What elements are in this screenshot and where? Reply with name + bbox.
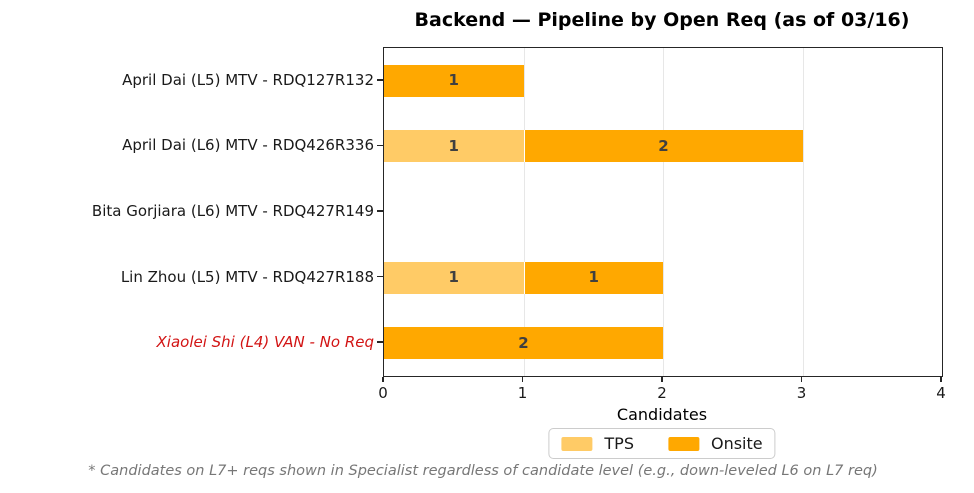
legend-item-tps: TPS [561, 434, 634, 453]
y-axis-label-0: April Dai (L5) MTV - RDQ127R132 [122, 70, 374, 89]
bar-value-label: 1 [588, 268, 599, 287]
y-tick-mark [377, 341, 383, 343]
bar-segment-tps-row-1: 1 [384, 130, 524, 163]
bar-value-label: 2 [658, 136, 669, 155]
y-tick-mark [377, 79, 383, 81]
x-tick-mark [940, 376, 942, 382]
legend-swatch-onsite [667, 436, 699, 451]
bar-segment-onsite-row-0: 1 [384, 64, 524, 97]
x-tick-mark [661, 376, 663, 382]
bar-segment-onsite-row-4: 2 [384, 327, 663, 360]
gridline-x-1 [523, 48, 525, 376]
bar-segment-tps-row-3: 1 [384, 261, 524, 294]
legend-label-onsite: Onsite [710, 434, 763, 453]
x-axis-title: Candidates [616, 405, 708, 424]
x-tick-label-2: 2 [657, 384, 667, 402]
y-tick-mark [377, 210, 383, 212]
legend-swatch-tps [561, 436, 593, 451]
legend: TPS Onsite [548, 428, 776, 459]
y-axis-label-4: Xiaolei Shi (L4) VAN - No Req [156, 333, 375, 352]
footnote: * Candidates on L7+ reqs shown in Specia… [88, 463, 878, 479]
legend-item-onsite: Onsite [667, 434, 763, 453]
plot-area: 1 1 2 1 1 2 [383, 47, 943, 377]
y-axis-label-2: Bita Gorjiara (L6) MTV - RDQ427R149 [91, 202, 374, 220]
bar-value-label: 2 [518, 333, 529, 352]
bar-value-label: 1 [448, 71, 459, 90]
x-tick-label-4: 4 [936, 384, 946, 402]
x-tick-label-0: 0 [378, 384, 388, 402]
bar-segment-onsite-row-1: 2 [523, 130, 803, 163]
gridline-x-2 [663, 48, 664, 376]
bar-segment-onsite-row-3: 1 [523, 261, 663, 294]
x-tick-label-3: 3 [796, 384, 807, 402]
legend-label-tps: TPS [604, 434, 634, 453]
y-axis-label-1: April Dai (L6) MTV - RDQ426R336 [122, 136, 374, 155]
bar-value-label: 1 [448, 268, 459, 287]
x-tick-mark [521, 376, 524, 382]
y-tick-mark [377, 144, 383, 147]
bar-value-label: 1 [448, 136, 459, 155]
y-tick-mark [377, 275, 383, 278]
chart-title: Backend — Pipeline by Open Req (as of 03… [414, 9, 910, 31]
gridline-x-3 [802, 48, 804, 376]
y-axis-label-3: Lin Zhou (L5) MTV - RDQ427R188 [120, 267, 374, 286]
x-tick-mark [800, 376, 803, 382]
x-tick-label-1: 1 [517, 384, 528, 402]
x-tick-mark [382, 376, 384, 382]
